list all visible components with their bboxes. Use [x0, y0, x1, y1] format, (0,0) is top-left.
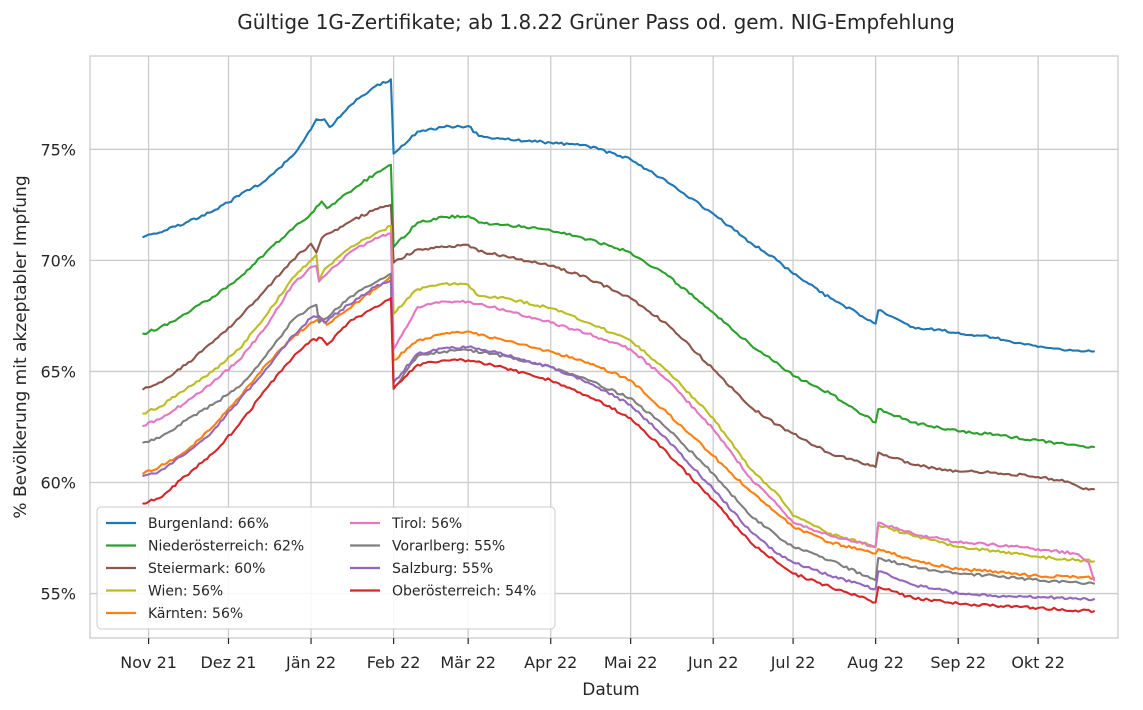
y-axis-label: % Bevölkerung mit akzeptabler Impfung — [11, 175, 31, 518]
series-line-wien — [142, 224, 1096, 563]
x-tick-label: Jul 22 — [770, 653, 816, 672]
plot-frame — [89, 55, 1119, 639]
legend-label: Kärnten: 56% — [148, 606, 243, 622]
legend-label: Wien: 56% — [148, 584, 223, 600]
x-tick-label: Jun 22 — [687, 653, 738, 672]
legend-label: Salzburg: 55% — [392, 561, 493, 577]
y-tick-label: 60% — [40, 474, 76, 493]
x-tick-label: Jän 22 — [285, 653, 336, 672]
y-tick-label: 65% — [40, 362, 76, 381]
series-line-steiermark — [142, 203, 1096, 491]
series-lines — [142, 78, 1096, 614]
series-line-burgenland — [142, 78, 1096, 353]
legend-item: Oberösterreich: 54% — [350, 584, 536, 600]
legend-item: Burgenland: 66% — [106, 516, 269, 532]
x-tick-label: Mär 22 — [440, 653, 496, 672]
legend-item: Tirol: 56% — [350, 516, 462, 532]
x-tick-label: Feb 22 — [367, 653, 421, 672]
legend-box — [96, 506, 556, 630]
x-tick-label: Nov 21 — [120, 653, 177, 672]
y-tick-label: 75% — [40, 140, 76, 159]
y-tick-label: 70% — [40, 251, 76, 270]
series-line-vorarlberg — [142, 272, 1096, 586]
legend-item: Steiermark: 60% — [106, 561, 265, 577]
legend-label: Oberösterreich: 54% — [392, 584, 536, 600]
x-axis-label: Datum — [582, 680, 640, 700]
legend-label: Burgenland: 66% — [148, 516, 269, 532]
y-tick-label: 55% — [40, 585, 76, 604]
legend-label: Steiermark: 60% — [148, 561, 265, 577]
legend: Burgenland: 66% Niederösterreich: 62% Stei… — [96, 506, 556, 630]
legend-item: Kärnten: 56% — [106, 606, 243, 622]
x-tick-label: Mai 22 — [604, 653, 658, 672]
legend-item: Vorarlberg: 55% — [350, 539, 505, 555]
series-line-niederösterreich — [142, 163, 1096, 449]
x-tick-label: Apr 22 — [524, 653, 577, 672]
x-tick-label: Okt 22 — [1011, 653, 1065, 672]
x-tick-label: Aug 22 — [847, 653, 904, 672]
legend-label: Niederösterreich: 62% — [148, 539, 304, 555]
legend-item: Salzburg: 55% — [350, 561, 493, 577]
series-line-oberösterreich — [142, 297, 1096, 614]
legend-item: Niederösterreich: 62% — [106, 539, 304, 555]
series-line-kärnten — [142, 274, 1096, 580]
axis-ticks: 55% 60% 65% 70% 75% Nov 21 Dez 21 Jän 22 Feb 22 M… — [40, 140, 1064, 672]
legend-label: Vorarlberg: 55% — [392, 539, 505, 555]
x-tick-label: Sep 22 — [930, 653, 986, 672]
series-line-tirol — [142, 232, 1096, 582]
chart-title: Gültige 1G-Zertifikate; ab 1.8.22 Grüner… — [237, 10, 955, 34]
legend-label: Tirol: 56% — [391, 516, 462, 532]
series-line-salzburg — [142, 279, 1096, 602]
legend-item: Wien: 56% — [106, 584, 223, 600]
x-tick-label: Dez 21 — [200, 653, 256, 672]
